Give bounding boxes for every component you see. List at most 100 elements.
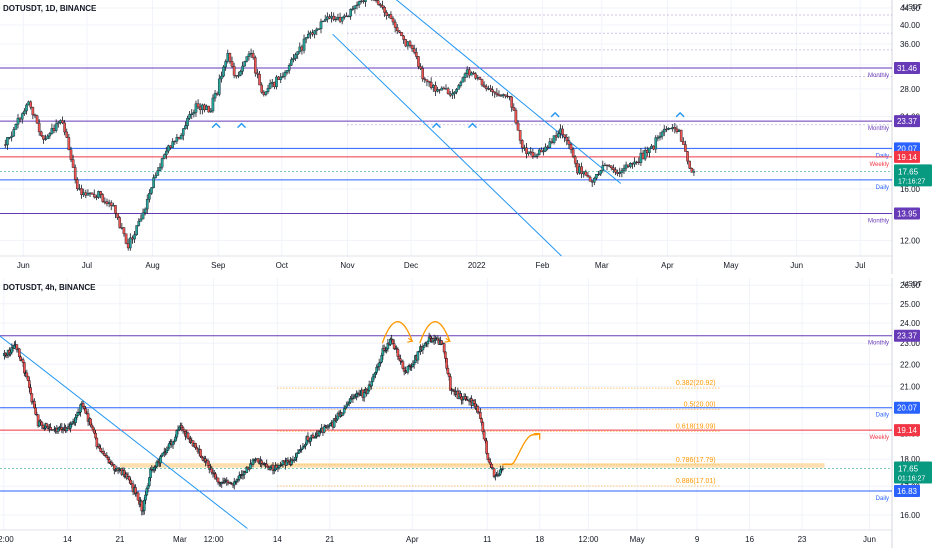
current-price-tag	[894, 164, 932, 187]
candle	[434, 81, 437, 97]
candle	[438, 89, 441, 94]
candle	[31, 106, 35, 120]
candle-body	[504, 94, 507, 97]
candle	[421, 343, 425, 355]
candle-body	[126, 243, 130, 249]
candle-body	[179, 135, 183, 140]
candle-body	[69, 424, 72, 429]
candle-body	[690, 168, 694, 173]
candle-body	[434, 84, 437, 92]
candle-body	[76, 179, 79, 190]
candle-body	[353, 5, 357, 9]
candle	[355, 1, 359, 10]
candle	[148, 189, 151, 203]
candle	[656, 134, 660, 142]
candle	[262, 90, 266, 97]
candle-body	[23, 362, 26, 374]
candle-body	[190, 113, 194, 115]
candle	[78, 184, 81, 191]
candle	[243, 60, 247, 67]
level-price-label: 16.83	[897, 487, 918, 496]
candle-body	[74, 417, 77, 423]
candle-body	[411, 364, 415, 368]
candle-body	[614, 169, 617, 173]
candle-body	[67, 137, 71, 150]
candle-body	[426, 340, 430, 345]
candle-body	[215, 93, 219, 95]
candle	[468, 66, 471, 79]
candle-body	[91, 426, 95, 431]
candle-body	[597, 173, 600, 176]
candle	[578, 163, 581, 175]
candle-body	[90, 192, 94, 195]
candle	[131, 235, 134, 244]
candle	[309, 30, 312, 39]
candle-body	[260, 84, 263, 93]
candle-body	[25, 104, 28, 112]
candle-body	[8, 137, 11, 139]
candle	[61, 116, 64, 125]
candle-body	[510, 96, 513, 108]
candle-body	[427, 80, 431, 83]
candle-body	[247, 53, 251, 57]
candle-body	[23, 110, 26, 114]
candle-body	[571, 149, 575, 157]
level-tag-daily: Daily	[876, 496, 889, 502]
candle-body	[491, 89, 494, 93]
candle	[603, 162, 607, 167]
candle-body	[490, 463, 493, 468]
candle	[514, 107, 518, 125]
candle-body	[114, 205, 117, 214]
candle-body	[304, 444, 307, 447]
candle-body	[80, 188, 83, 196]
candle-body	[217, 78, 221, 95]
candle-body	[107, 202, 111, 204]
time-tick-label: Apr	[661, 261, 674, 270]
candle-body	[391, 18, 395, 23]
candle-body	[556, 133, 560, 138]
candle-body	[461, 77, 465, 83]
candle-body	[211, 97, 215, 112]
candle-body	[311, 32, 314, 35]
candle-body	[512, 107, 516, 111]
candle	[65, 128, 69, 139]
candle	[321, 20, 325, 23]
candle-body	[75, 415, 79, 418]
candle-body	[294, 456, 297, 460]
candle	[334, 16, 338, 23]
candle-body	[65, 131, 69, 138]
candle	[292, 459, 296, 463]
candle	[425, 79, 429, 87]
candle-body	[300, 46, 304, 51]
candle	[313, 30, 316, 39]
candle	[118, 215, 122, 229]
candle	[3, 139, 7, 149]
candle	[408, 40, 412, 48]
candle-body	[389, 14, 393, 19]
candle-body	[387, 14, 391, 16]
candle-body	[228, 53, 232, 62]
candle-body	[332, 15, 336, 20]
candle	[376, 0, 380, 6]
level-tag-daily: Daily	[876, 413, 889, 419]
candle	[186, 115, 189, 130]
candle-body	[41, 425, 45, 429]
candle-body	[669, 127, 672, 130]
candle	[404, 38, 408, 48]
candle-body	[287, 65, 291, 71]
candle-body	[290, 59, 293, 66]
candle-body	[449, 376, 452, 391]
candle-body	[93, 429, 96, 434]
candle	[15, 344, 19, 353]
candle-body	[48, 133, 52, 137]
candle	[372, 0, 376, 2]
candle-body	[484, 438, 487, 442]
candle-body	[652, 145, 655, 150]
candle	[429, 77, 433, 90]
time-tick-label: Aug	[145, 261, 159, 270]
candle	[60, 422, 64, 433]
candle-body	[416, 351, 420, 361]
candle-body	[317, 28, 321, 30]
candle	[347, 15, 350, 18]
